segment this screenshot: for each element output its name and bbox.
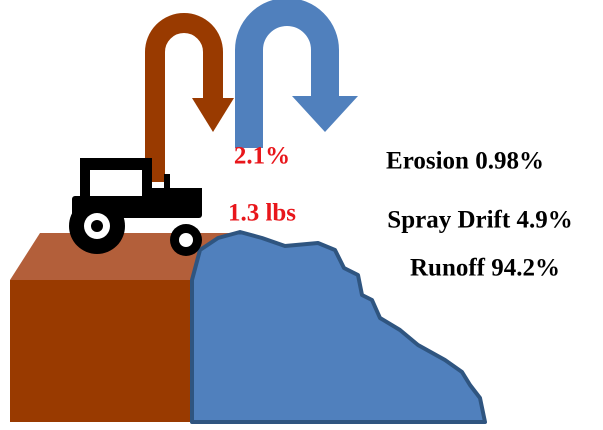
- pathway-label: Spray Drift 4.9%: [387, 207, 572, 234]
- water-arrow: [249, 12, 325, 148]
- pathway-label: Erosion 0.98%: [386, 148, 544, 175]
- water-arrow-head: [292, 96, 358, 132]
- pathway-label: Runoff 94.2%: [410, 255, 560, 282]
- application-loss: 2.1%: [234, 143, 290, 170]
- soil-front: [10, 280, 192, 422]
- application-amount: 1.3 lbs: [228, 200, 296, 227]
- diagram: 2.1% 1.3 lbs Erosion 0.98% Spray Drift 4…: [0, 0, 603, 430]
- drift-arrow-head: [192, 98, 234, 132]
- tractor-hub: [179, 233, 193, 247]
- tractor-hub: [91, 220, 103, 232]
